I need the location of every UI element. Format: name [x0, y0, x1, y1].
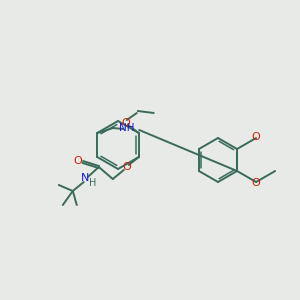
Text: O: O [122, 118, 130, 128]
Text: H: H [89, 178, 97, 188]
Text: O: O [252, 178, 260, 188]
Text: NH: NH [119, 123, 135, 133]
Text: O: O [74, 156, 82, 166]
Text: N: N [81, 173, 89, 183]
Text: O: O [252, 132, 260, 142]
Text: O: O [122, 162, 131, 172]
